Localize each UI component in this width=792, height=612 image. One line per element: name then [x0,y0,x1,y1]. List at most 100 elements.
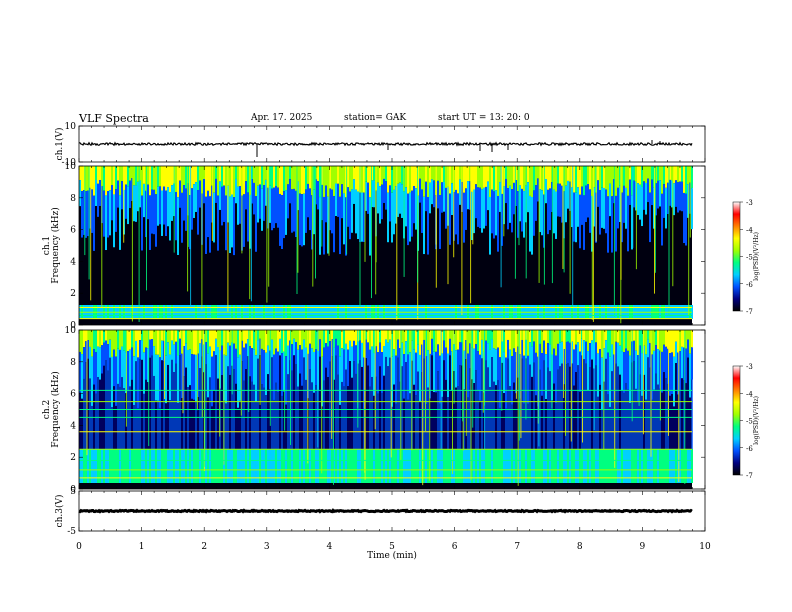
spectrogram-cell [645,399,647,449]
spectrogram-cell [175,341,177,364]
spectrogram-cell [213,351,215,391]
spectrogram-cell [157,166,159,187]
spectrogram-cell [161,340,163,361]
spectrogram-cell [459,330,461,343]
spectrogram-cell [165,403,167,449]
spectrogram-cell [651,354,653,400]
spectrogram-cell [363,192,365,242]
spectrogram-cell [505,178,507,204]
spectrogram-cell [647,449,649,483]
spectrogram-cell [401,449,403,483]
spectrogram-cell [211,449,213,483]
spectrogram-cell [475,449,477,483]
spectrogram-cell [425,166,427,182]
spectrogram-cell [347,187,349,227]
spectrogram-cell [681,378,683,449]
spectrogram-cell [623,185,625,223]
spectrogram-cell [217,378,219,449]
spectrogram-cell [253,166,255,183]
spectrogram-cell [297,349,299,387]
spectrogram-cell [219,449,221,483]
spectrogram-cell [299,330,301,346]
spectrogram-cell [309,449,311,483]
spectrogram-cell [111,185,113,221]
spectrogram-cell [105,330,107,341]
spectrogram-cell [279,338,281,356]
spectrogram-cell [669,449,671,483]
spectrogram-cell [161,360,163,449]
spectrogram-cell [651,399,653,449]
spectrogram-cell [153,189,155,235]
spectrogram-cell [99,330,101,348]
date-label: Apr. 17. 2025 [251,113,313,123]
spectrogram-cell [583,330,585,341]
spectrogram-cell [171,359,173,449]
spectrogram-cell [263,166,265,186]
spectrogram-cell [423,196,425,255]
spectrogram-cell [283,166,285,192]
spectrogram-cell [291,344,293,371]
spectrogram-cell [491,357,493,449]
spectrogram-cell [353,166,355,180]
spectrogram-cell [347,349,349,387]
spectrogram-cell [123,330,125,351]
spectrogram-cell [309,343,311,370]
spectrogram-cell [251,381,253,449]
spectrogram-cell [79,330,81,352]
spectrogram-cell [439,355,441,404]
spectrogram-cell [197,397,199,449]
spectrogram-cell [109,357,111,449]
spectrogram-cell [671,449,673,483]
spectrogram-cell [409,449,411,483]
spectrogram-cell [231,194,233,248]
spectrogram-cell [181,166,183,193]
spectrogram-cell [207,330,209,354]
spectrogram-cell [661,193,663,246]
spectrogram-cell [397,183,399,217]
spectrogram-cell [297,449,299,483]
spectrogram-cell [301,330,303,350]
spectrogram-cell [555,191,557,239]
spectrogram-cell [419,401,421,449]
spectrogram-cell [255,196,257,252]
spectrogram-cell [593,166,595,188]
spectrogram-cell [431,179,433,205]
spectrogram-cell [251,449,253,483]
spectrogram-cell [487,166,489,182]
spectrogram-cell [205,364,207,449]
spectrogram-cell [647,339,649,358]
spectrogram-cell [195,354,197,402]
spectrogram-cell [493,348,495,382]
spectrogram-cell [621,330,623,352]
spectrogram-cell [659,449,661,483]
spectrogram-cell [301,449,303,483]
spectrogram-cell [381,392,383,449]
spectrogram-cell [619,330,621,346]
x-tick-label: 1 [139,542,145,552]
spectrogram-cell [513,166,515,183]
spectrogram-cell [529,342,531,365]
spectrogram-cell [639,449,641,483]
spectrogram-cell [121,449,123,483]
spectrogram-cell [609,166,611,184]
spectrogram-cell [91,189,93,233]
spectrogram-cell [471,166,473,192]
spectrogram-cell [341,381,343,449]
spectrogram-cell [541,395,543,449]
spectrogram-cell [519,166,521,186]
spectrogram-cell [225,195,227,251]
spectrogram-cell [507,188,509,230]
spectrogram-cell [435,449,437,483]
spectrogram-cell [653,350,655,390]
spectrogram-cell [481,166,483,190]
spectrogram-cell [335,183,337,217]
spectrogram-cell [685,330,687,349]
spectrogram-cell [497,380,499,449]
spectrogram-cell [255,330,257,356]
spectrogram-cell [545,449,547,483]
spectrogram-cell [575,449,577,483]
spectrogram-cell [471,330,473,348]
spectrogram-cell [447,330,449,354]
y-tick-label: 10 [65,326,77,336]
spectrogram-cell [553,166,555,190]
